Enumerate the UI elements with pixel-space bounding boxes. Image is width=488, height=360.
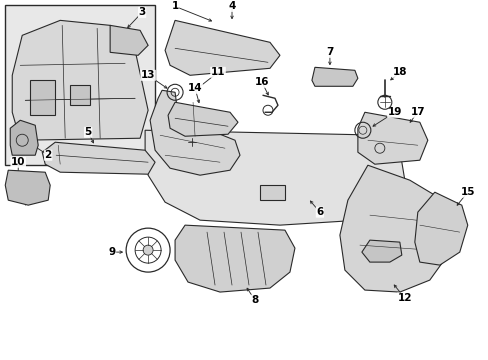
Polygon shape — [150, 90, 240, 175]
Polygon shape — [311, 67, 357, 86]
Text: 5: 5 — [84, 127, 92, 137]
Polygon shape — [165, 21, 280, 75]
Text: 3: 3 — [138, 7, 145, 17]
Text: 18: 18 — [392, 67, 406, 77]
Polygon shape — [70, 85, 90, 105]
Polygon shape — [30, 80, 55, 115]
Text: 9: 9 — [108, 247, 116, 257]
Polygon shape — [260, 185, 285, 200]
Text: 13: 13 — [141, 70, 155, 80]
Text: 2: 2 — [44, 150, 52, 160]
Text: 8: 8 — [251, 295, 258, 305]
Text: 16: 16 — [254, 77, 269, 87]
Text: 12: 12 — [397, 293, 411, 303]
Text: 10: 10 — [11, 157, 25, 167]
Text: 17: 17 — [409, 107, 424, 117]
Text: 14: 14 — [187, 83, 202, 93]
Text: 1: 1 — [171, 1, 178, 12]
Polygon shape — [168, 102, 238, 136]
Polygon shape — [42, 142, 155, 174]
Text: 7: 7 — [325, 47, 333, 57]
Text: 6: 6 — [316, 207, 323, 217]
Polygon shape — [357, 112, 427, 164]
Text: 11: 11 — [210, 67, 225, 77]
Polygon shape — [10, 120, 38, 155]
Polygon shape — [12, 21, 148, 140]
Text: 19: 19 — [387, 107, 401, 117]
Text: 15: 15 — [460, 187, 474, 197]
Polygon shape — [110, 25, 148, 55]
Polygon shape — [414, 192, 467, 265]
Polygon shape — [175, 225, 294, 292]
Circle shape — [143, 245, 153, 255]
Polygon shape — [361, 240, 401, 262]
Polygon shape — [145, 130, 404, 225]
Text: 4: 4 — [228, 1, 235, 12]
Polygon shape — [5, 170, 50, 205]
Bar — [5, 5, 155, 165]
Polygon shape — [339, 165, 449, 292]
